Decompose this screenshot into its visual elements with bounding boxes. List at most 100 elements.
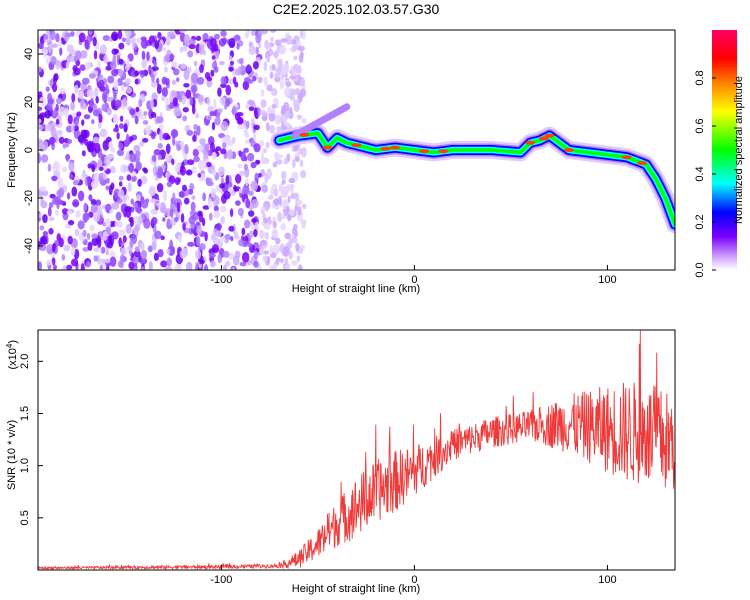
noise-speckle (153, 149, 161, 156)
noise-speckle (134, 224, 141, 232)
noise-speckle (299, 159, 304, 168)
noise-speckle (87, 176, 91, 187)
noise-speckle (182, 44, 188, 52)
noise-speckle (199, 64, 204, 74)
noise-speckle (229, 60, 234, 66)
noise-speckle (39, 186, 47, 192)
noise-speckle (82, 229, 87, 237)
noise-speckle (94, 87, 99, 98)
noise-speckle (118, 229, 126, 236)
noise-speckle (296, 199, 303, 205)
noise-speckle (58, 187, 65, 198)
noise-speckle (253, 143, 261, 153)
noise-speckle (289, 95, 296, 101)
noise-speckle (105, 225, 112, 235)
noise-speckle (105, 84, 109, 93)
noise-speckle (206, 76, 213, 82)
spectrogram-plot-area (38, 30, 675, 270)
noise-speckle (88, 73, 96, 79)
noise-speckle (252, 61, 259, 70)
noise-speckle (51, 257, 56, 266)
noise-speckle (218, 38, 226, 47)
noise-speckle (118, 68, 124, 77)
noise-speckle (297, 264, 303, 270)
noise-speckle (138, 70, 146, 75)
colorbar-tick-label: 0.0 (694, 262, 706, 277)
noise-speckle (213, 210, 221, 219)
noise-speckle (154, 205, 159, 211)
noise-speckle (151, 73, 155, 83)
noise-speckle (50, 55, 57, 65)
noise-speckle (273, 50, 279, 59)
noise-speckle (110, 182, 115, 190)
noise-speckle (98, 113, 103, 123)
noise-speckle (39, 212, 43, 219)
noise-speckle (182, 107, 189, 113)
noise-speckle (255, 159, 261, 165)
noise-speckle (193, 60, 198, 67)
noise-speckle (41, 46, 49, 56)
noise-speckle (91, 233, 99, 239)
noise-speckle (101, 104, 106, 112)
noise-speckle (54, 196, 62, 205)
noise-speckle (122, 197, 127, 203)
noise-speckle (272, 229, 278, 239)
y-tick-label: -20 (23, 190, 35, 206)
noise-speckle (297, 92, 303, 103)
noise-speckle (76, 111, 82, 117)
y-tick-label: 40 (23, 48, 35, 60)
noise-speckle (259, 249, 264, 254)
noise-speckle (74, 84, 79, 94)
noise-speckle (38, 124, 44, 131)
noise-speckle (121, 37, 127, 43)
noise-speckle (127, 182, 132, 193)
noise-speckle (231, 190, 236, 196)
noise-speckle (291, 44, 298, 52)
noise-speckle (71, 93, 76, 103)
noise-speckle (188, 215, 196, 225)
noise-speckle (140, 249, 147, 260)
noise-speckle (111, 201, 119, 210)
ridge-layer-4 (277, 131, 675, 227)
noise-speckle (262, 255, 268, 263)
noise-speckle (88, 145, 95, 153)
noise-speckle (237, 66, 241, 76)
noise-speckle (265, 141, 270, 149)
noise-speckle (106, 96, 114, 102)
noise-speckle (154, 230, 162, 240)
noise-speckle (289, 74, 297, 80)
noise-speckle (140, 36, 147, 42)
noise-speckle (282, 246, 290, 257)
ridge-hotspot (563, 148, 574, 152)
noise-speckle (198, 44, 205, 55)
colorbar-tick-label: 0.2 (694, 214, 706, 229)
noise-speckle (144, 126, 152, 135)
noise-speckle (202, 205, 210, 210)
colorbar-ticks: 0.0 0.2 0.4 0.6 0.8 (694, 70, 716, 278)
snr-ylabel: SNR (10 * v/v) (6, 420, 18, 490)
noise-speckle (246, 30, 250, 37)
noise-speckle (103, 154, 111, 165)
noise-speckle (160, 260, 168, 268)
noise-speckle (229, 208, 234, 218)
noise-speckle (114, 99, 122, 109)
noise-speckle (67, 138, 73, 144)
noise-speckle (168, 104, 175, 109)
noise-speckle (259, 239, 268, 246)
noise-speckle (261, 157, 268, 165)
noise-speckle (57, 106, 66, 117)
noise-speckle (105, 250, 110, 256)
noise-speckle (119, 254, 124, 264)
noise-speckle (274, 72, 281, 79)
noise-speckle (80, 82, 85, 90)
noise-speckle (118, 123, 124, 129)
noise-speckle (301, 203, 307, 210)
noise-speckle (267, 195, 274, 200)
noise-speckle (73, 67, 81, 76)
noise-speckle (287, 195, 291, 204)
noise-speckle (86, 261, 91, 268)
noise-speckle (193, 155, 200, 163)
ridge-hotspot (637, 160, 648, 165)
noise-speckle (104, 204, 112, 211)
noise-speckle (171, 91, 178, 97)
